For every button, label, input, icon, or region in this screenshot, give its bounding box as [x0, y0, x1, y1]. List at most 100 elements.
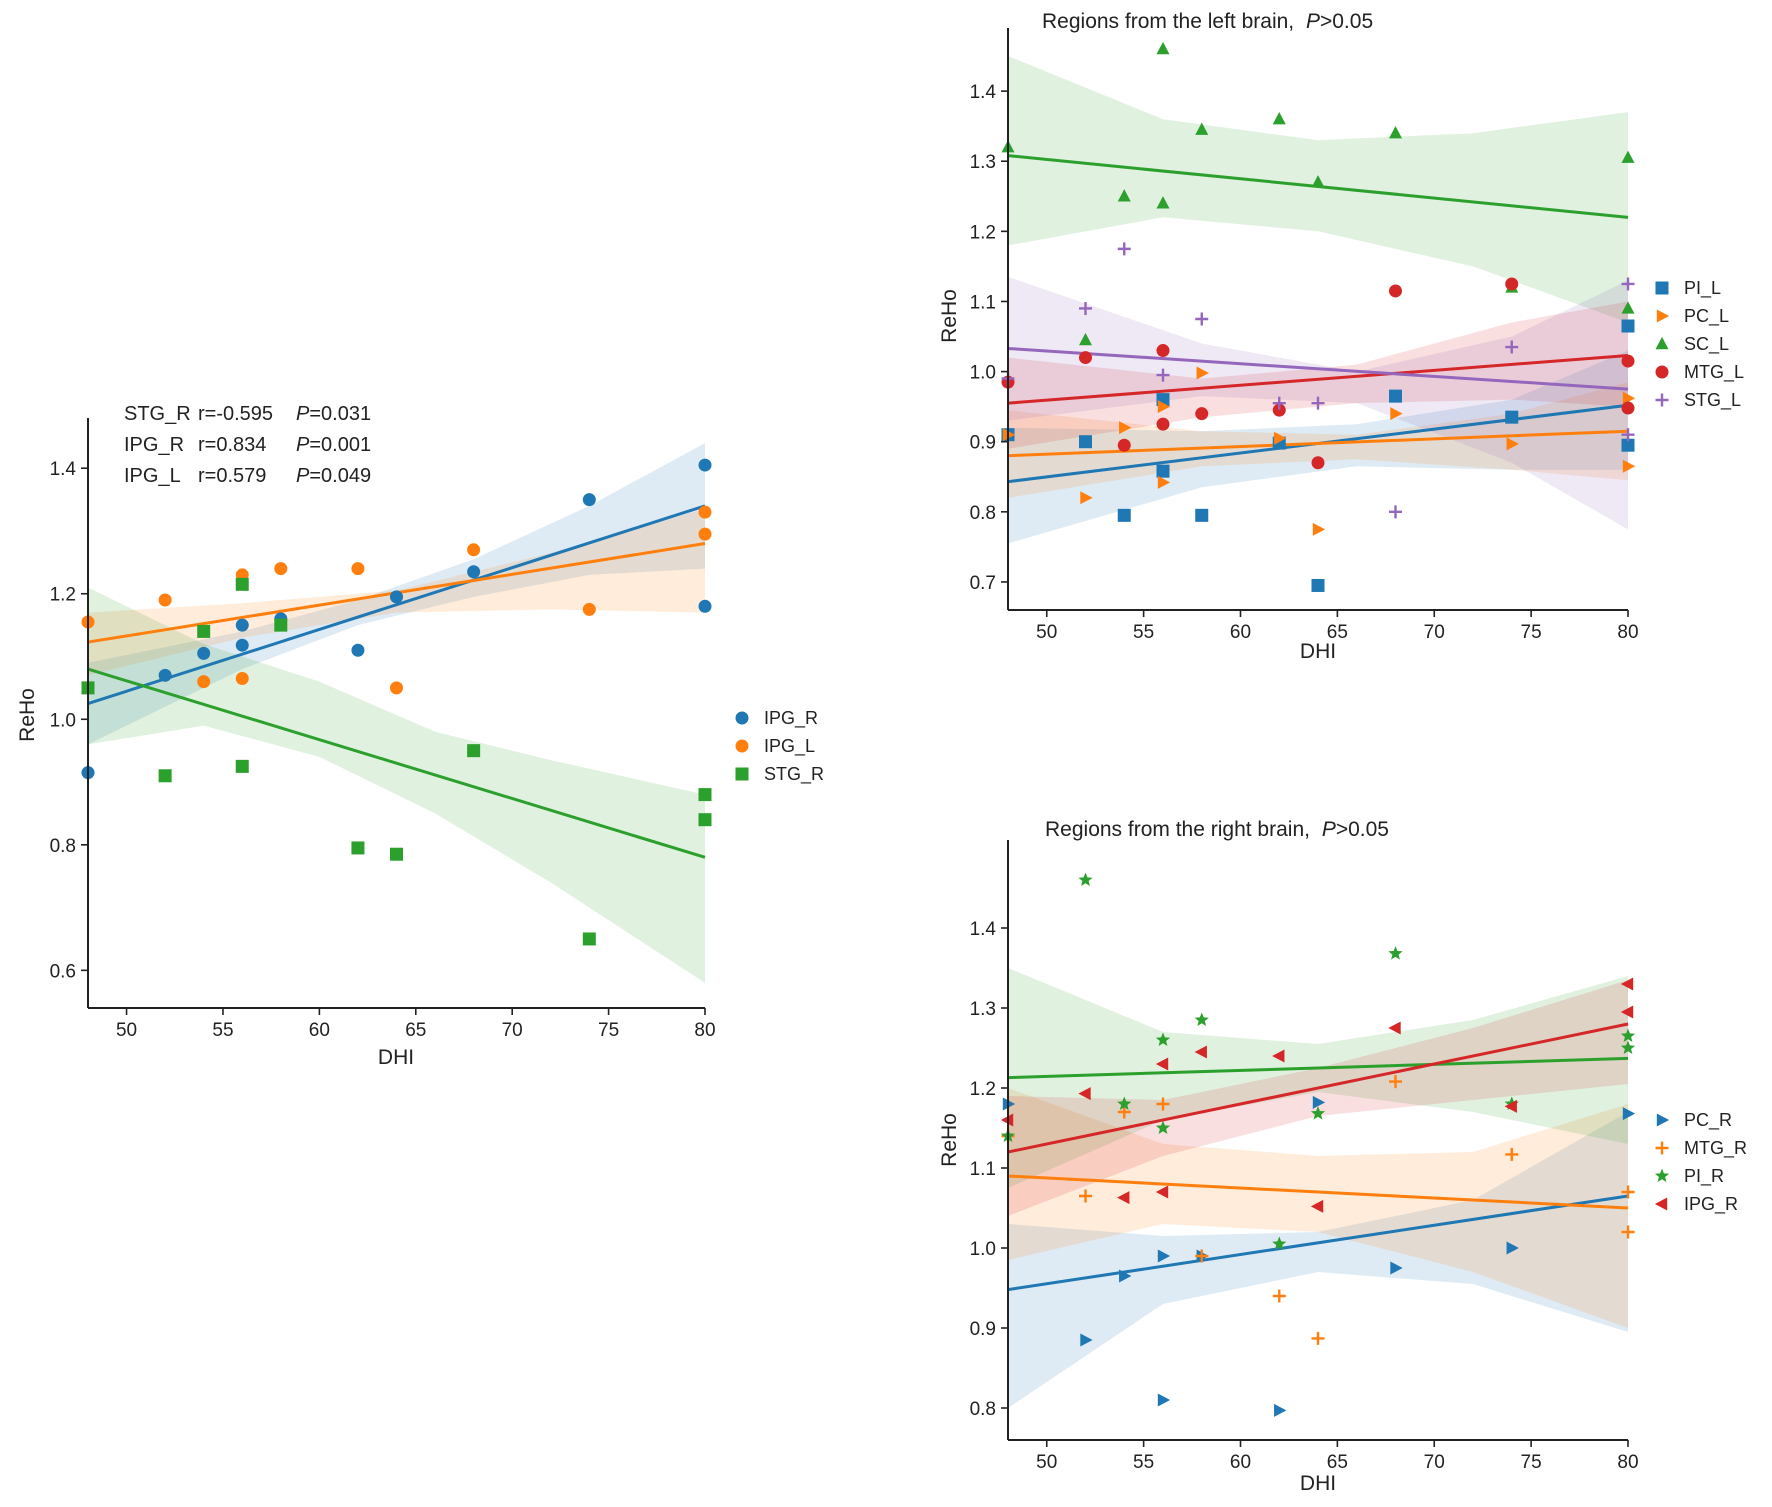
x-tick-label: 65 — [405, 1020, 426, 1041]
axis-ticks-right-brain: 50 55 60 65 70 75 80 0.8 0.9 1.0 1.1 1.2 1.3 1.4 — [970, 919, 1639, 1473]
data-point-ipg-r — [197, 646, 211, 660]
data-point-ipg-r — [582, 493, 596, 507]
data-point-ipg-r — [698, 458, 712, 472]
annotation-label: IPG_R — [124, 434, 184, 456]
confidence-band-sc-l — [1008, 56, 1628, 323]
data-point-pi-l — [1079, 435, 1092, 449]
data-point-stg-l — [1311, 396, 1325, 410]
title-p-symbol: P — [1306, 10, 1320, 33]
y-tick-label: 1.4 — [970, 82, 997, 103]
y-tick-label: 1.4 — [50, 459, 77, 480]
data-point-mtg-r — [1195, 1249, 1209, 1263]
x-tick-label: 50 — [1036, 1452, 1057, 1473]
data-point-stg-r — [390, 847, 403, 861]
x-tick-label: 65 — [1327, 1452, 1348, 1473]
legend-label: MTG_R — [1684, 1138, 1747, 1159]
data-point-pc-l — [1157, 400, 1171, 414]
title-text: Regions from the left brain, — [1042, 10, 1294, 33]
data-point-ipg-l — [698, 505, 712, 519]
chart-title: Regions from the left brain, P>0.05 — [1042, 10, 1373, 33]
x-axis-label: DHI — [1300, 1472, 1336, 1495]
data-point-mtg-r — [1079, 1189, 1092, 1203]
y-tick-label: 0.8 — [970, 1399, 996, 1420]
data-point-stg-r — [351, 841, 365, 855]
data-point-ipg-r — [1117, 1191, 1130, 1205]
confidence-band-pc-r — [1008, 1112, 1628, 1408]
data-point-stg-r — [274, 618, 288, 632]
data-point-ipg-l — [467, 543, 481, 557]
data-point-stg-l — [1621, 277, 1635, 291]
data-point-sc-l — [1311, 175, 1325, 188]
annotation-r: r=0.579 — [198, 465, 266, 487]
data-point-pc-r — [1390, 1261, 1403, 1275]
x-axis-label: DHI — [378, 1046, 414, 1069]
legend-marker-stg-l — [1655, 393, 1669, 407]
data-point-ipg-l — [235, 671, 249, 685]
y-axis-label: ReHo — [938, 1113, 961, 1167]
data-point-pc-r — [1080, 1333, 1093, 1347]
data-point-stg-r — [698, 788, 712, 802]
data-point-ipg-r — [158, 668, 172, 682]
data-point-ipg-r — [1155, 1185, 1169, 1199]
data-point-ipg-r — [1310, 1199, 1324, 1213]
title-p-value: >0.05 — [1320, 10, 1373, 33]
y-tick-label: 1.3 — [970, 999, 996, 1020]
data-point-stg-l — [1505, 340, 1519, 354]
data-point-pi-l — [1389, 389, 1402, 403]
y-tick-label: 0.8 — [970, 503, 996, 524]
data-point-pc-l — [1157, 475, 1171, 489]
data-point-stg-l — [1272, 396, 1286, 410]
data-point-pc-l — [1506, 437, 1519, 451]
data-point-pi-r — [1078, 872, 1093, 886]
data-point-pc-l — [1622, 459, 1636, 473]
data-point-sc-l — [1117, 189, 1131, 202]
legend-label: IPG_R — [1684, 1194, 1738, 1215]
y-tick-label: 1.3 — [970, 152, 996, 173]
annotation-label: STG_R — [124, 403, 191, 425]
legend-significant: IPG_R IPG_L STG_R — [735, 708, 824, 785]
data-point-ipg-l — [274, 562, 288, 576]
x-tick-label: 55 — [1133, 622, 1154, 643]
data-point-sc-l — [1389, 126, 1402, 139]
data-point-pi-r — [1310, 1106, 1326, 1120]
legend-marker-sc-l — [1655, 336, 1669, 350]
regression-line-pc-l — [1007, 429, 1629, 458]
data-point-ipg-l — [351, 562, 365, 576]
data-point-pi-r — [1117, 1096, 1132, 1110]
data-point-ipg-l — [698, 527, 712, 541]
data-point-pi-l — [1621, 438, 1635, 452]
annotation-p-value: =0.031 — [309, 403, 371, 425]
data-point-stg-r — [197, 624, 211, 638]
data-point-stg-l — [1079, 301, 1092, 315]
x-tick-label: 70 — [1424, 622, 1445, 643]
regression-line-mtg-r — [1007, 1174, 1629, 1210]
legend-marker-pi-r — [1654, 1168, 1670, 1182]
data-point-pc-r — [1157, 1393, 1171, 1407]
data-point-sc-l — [1272, 112, 1286, 125]
legend-label: STG_R — [764, 764, 824, 785]
data-point-stg-l — [1621, 428, 1635, 442]
data-point-mtg-r — [1389, 1075, 1402, 1089]
legend-marker-mtg-l — [1655, 365, 1669, 379]
data-point-ipg-r — [351, 643, 365, 657]
regression-line-ipg-r — [1007, 1022, 1629, 1154]
data-point-sc-l — [1195, 122, 1209, 135]
x-tick-label: 60 — [309, 1020, 330, 1041]
annotation-p-symbol: P — [296, 403, 310, 425]
confidence-band-pi-l — [1008, 350, 1628, 544]
data-point-mtg-r — [1505, 1147, 1519, 1161]
data-point-pi-l — [1311, 578, 1325, 592]
data-point-sc-l — [1079, 332, 1092, 346]
x-tick-label: 70 — [1424, 1452, 1445, 1473]
data-point-pc-r — [1274, 1403, 1287, 1417]
data-point-ipg-r — [1078, 1087, 1091, 1101]
y-tick-label: 1.1 — [970, 292, 996, 313]
y-tick-label: 0.7 — [970, 573, 996, 594]
data-point-mtg-l — [1505, 277, 1519, 291]
x-tick-label: 75 — [598, 1020, 619, 1041]
x-tick-label: 50 — [1036, 622, 1057, 643]
data-point-stg-r — [158, 769, 172, 783]
legend-marker-mtg-r — [1655, 1141, 1669, 1155]
chart-left-brain: Regions from the left brain, P>0.05 50 55… — [938, 10, 1744, 663]
data-point-mtg-r — [1311, 1331, 1325, 1345]
